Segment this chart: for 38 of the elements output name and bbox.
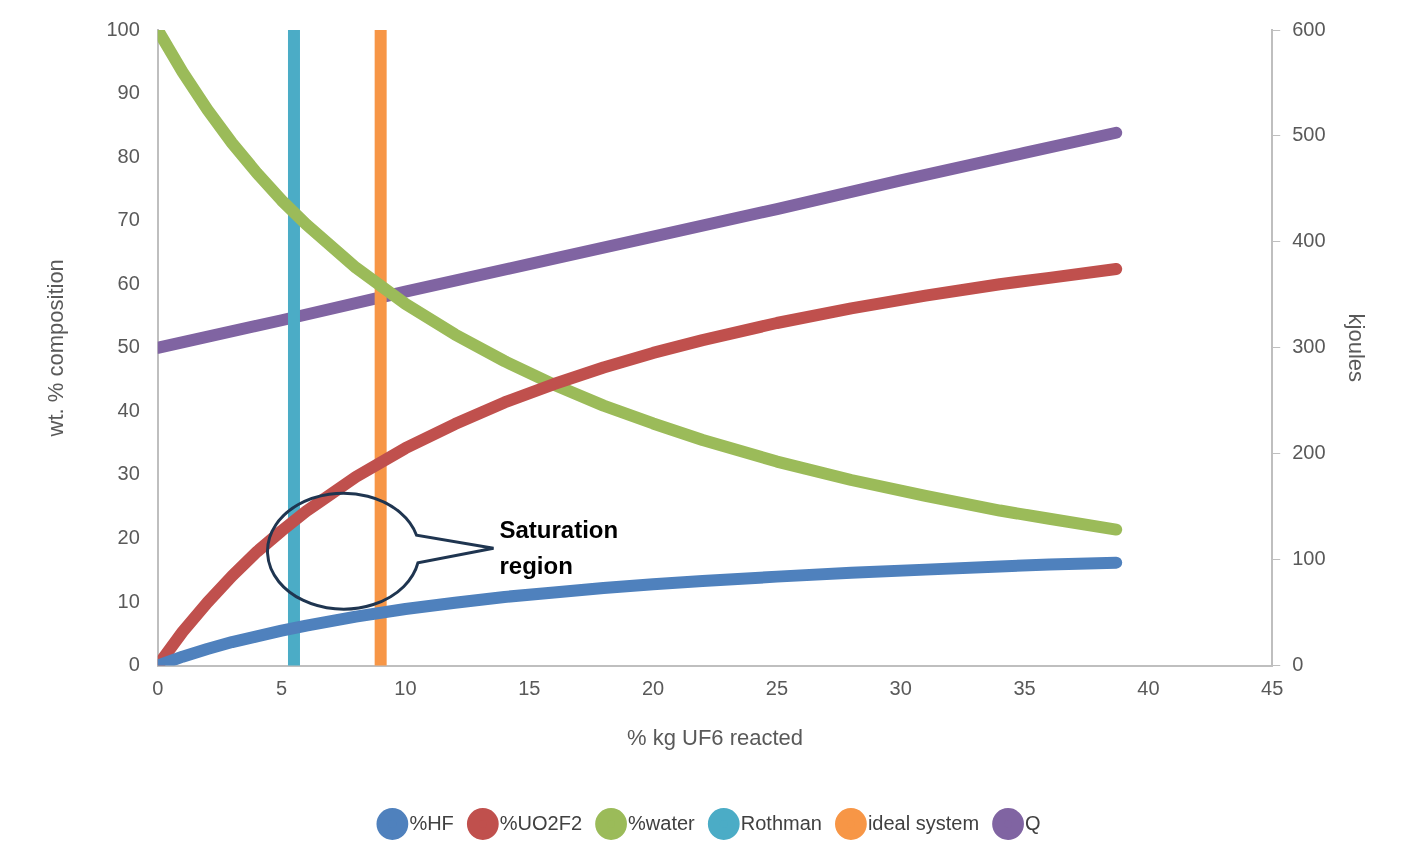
x-tick-label: 15 [518, 677, 541, 700]
y-tick-label: 90 [117, 81, 140, 104]
legend-label: %water [628, 811, 696, 834]
y2-axis-title: kjoules [1343, 313, 1369, 383]
legend-label: %HF [409, 811, 454, 834]
y-tick-label: 70 [117, 208, 140, 231]
y-tick-label: 40 [117, 398, 140, 421]
legend-label: Rothman [740, 811, 822, 834]
y-axis-title: wt. % composition [43, 259, 69, 438]
x-axis-title: % kg UF6 reacted [626, 724, 804, 750]
y2-tick-label: 500 [1292, 123, 1326, 146]
y2-tick-label: 0 [1292, 653, 1304, 676]
y2-tick-label: 100 [1292, 547, 1326, 570]
x-tick-label: 10 [394, 677, 417, 700]
y2-tick-label: 200 [1292, 441, 1326, 464]
x-tick-label: 5 [276, 677, 288, 700]
y2-tick-label: 400 [1292, 229, 1326, 252]
legend-label: Q [1025, 811, 1041, 834]
x-tick-label: 20 [641, 677, 665, 700]
y2-tick-label: 600 [1292, 17, 1326, 40]
x-tick-label: 0 [152, 677, 164, 700]
x-tick-label: 25 [765, 677, 789, 700]
x-tick-label: 35 [1013, 677, 1036, 700]
y-tick-label: 20 [117, 526, 140, 548]
y-tick-label: 30 [117, 462, 140, 485]
y-tick-label: 50 [117, 335, 140, 358]
x-tick-label: 30 [889, 677, 912, 700]
legend-label: ideal system [867, 811, 980, 834]
y2-tick-label: 300 [1292, 335, 1326, 358]
y-tick-label: 10 [117, 589, 140, 612]
y-tick-label: 80 [117, 144, 140, 167]
y-tick-label: 100 [106, 17, 140, 40]
y-tick-label: 0 [128, 653, 140, 676]
legend-label: %UO2F2 [499, 811, 583, 834]
x-tick-label: 45 [1261, 677, 1284, 700]
x-tick-label: 40 [1137, 677, 1160, 700]
annotation: Saturation region [499, 515, 620, 582]
y-tick-label: 60 [117, 271, 140, 294]
